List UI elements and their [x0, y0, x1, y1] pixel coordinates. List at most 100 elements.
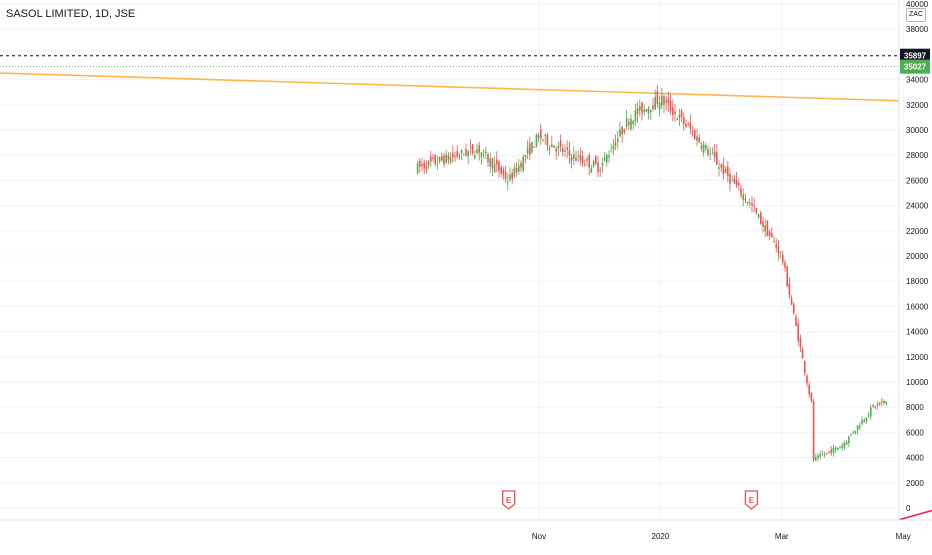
candle-body: [678, 114, 681, 119]
candle-body: [599, 169, 601, 171]
candle-body: [559, 140, 562, 147]
candle-body: [760, 212, 762, 224]
candle-body: [557, 145, 560, 149]
candle-body: [562, 148, 564, 153]
candle-body: [700, 146, 703, 149]
candle-body: [568, 150, 571, 156]
candle-body: [779, 252, 782, 253]
candle-body: [628, 122, 630, 125]
candle-body: [878, 402, 881, 405]
candle-body: [623, 129, 626, 132]
candle-body: [507, 181, 509, 183]
candle-body: [740, 188, 742, 196]
candle-body: [469, 146, 472, 148]
candle-body: [489, 158, 491, 167]
candle-body: [872, 404, 874, 407]
time-tick-label: Nov: [532, 532, 546, 541]
candle-body: [815, 457, 817, 461]
candle-body: [432, 157, 434, 159]
candle-body: [856, 425, 859, 430]
candle-body: [553, 145, 555, 148]
candle-body: [861, 420, 863, 425]
candle-body: [542, 139, 544, 141]
candle-body: [683, 117, 685, 125]
candle-body: [500, 167, 502, 174]
candle-body: [419, 160, 421, 167]
candle-body: [502, 169, 505, 175]
candle-body: [757, 214, 760, 218]
price-tick-label: 14000: [906, 328, 929, 337]
candle-body: [731, 179, 733, 181]
candle-body: [839, 447, 841, 449]
candle-body: [621, 127, 623, 135]
price-axis[interactable]: 0 2000 4000 6000 8000 10000 12000 14000 16000 180…: [906, 0, 929, 513]
candle-body: [826, 452, 828, 454]
candle-body: [749, 202, 751, 204]
currency-button[interactable]: ZAC: [906, 8, 926, 22]
candle-body: [584, 164, 586, 166]
candle-body: [775, 243, 777, 248]
candle-body: [685, 123, 687, 127]
candle-body: [804, 360, 806, 374]
time-axis[interactable]: Nov2020MarMayJulSepNov2021MarMayJulSepNo…: [532, 532, 932, 541]
last-price-label: 35897: [904, 52, 927, 61]
price-tick-label: 22000: [906, 227, 929, 236]
candle-body: [465, 149, 467, 156]
candle-body: [515, 167, 518, 173]
candle-body: [784, 262, 786, 268]
candle-body: [850, 434, 852, 435]
candle-body: [663, 96, 665, 105]
candle-body: [874, 406, 876, 408]
candle-body: [702, 144, 705, 153]
candle-body: [821, 454, 824, 455]
candle-body: [533, 146, 535, 148]
candle-body: [438, 156, 441, 162]
candle-body: [443, 155, 445, 165]
candle-body: [647, 107, 650, 114]
candle-body: [773, 240, 775, 242]
time-tick-label: May: [896, 532, 911, 541]
candle-body: [612, 146, 615, 150]
candle-body: [698, 137, 700, 143]
candle-body: [474, 155, 476, 158]
candle-body: [665, 100, 667, 103]
candle-body: [447, 155, 450, 161]
price-tick-label: 30000: [906, 126, 929, 135]
price-tick-label: 34000: [906, 76, 929, 85]
candle-body: [537, 134, 540, 139]
candle-body: [795, 316, 797, 326]
candle-body: [573, 154, 575, 159]
candle-body: [729, 174, 731, 184]
candle-body: [544, 134, 546, 137]
price-tick-label: 24000: [906, 202, 929, 211]
candle-body: [828, 451, 830, 453]
candle-body: [680, 110, 683, 117]
candle-body: [529, 143, 531, 155]
candle-body: [511, 173, 513, 180]
candle-body: [445, 154, 447, 163]
candle-body: [669, 100, 672, 112]
candle-body: [526, 148, 529, 154]
time-tick-label: Mar: [775, 532, 789, 541]
candle-body: [841, 445, 843, 448]
candle-body: [449, 157, 452, 163]
candle-body: [513, 167, 516, 177]
candle-body: [518, 165, 520, 172]
candle-body: [421, 164, 423, 166]
candle-body: [744, 198, 747, 201]
earnings-event-marker[interactable]: E: [502, 490, 516, 510]
price-tick-label: 26000: [906, 176, 929, 185]
price-labels: 35897 35027: [0, 48, 930, 74]
candle-body: [885, 401, 887, 404]
candle-body: [590, 168, 593, 173]
close-price-box: [900, 59, 930, 74]
candle-body: [694, 130, 696, 139]
candle-body: [716, 152, 718, 165]
candle-body: [854, 430, 857, 434]
price-tick-label: 4000: [906, 454, 924, 463]
candle-body: [672, 107, 674, 116]
earnings-event-marker[interactable]: E: [744, 490, 759, 510]
candle-body: [707, 149, 709, 155]
